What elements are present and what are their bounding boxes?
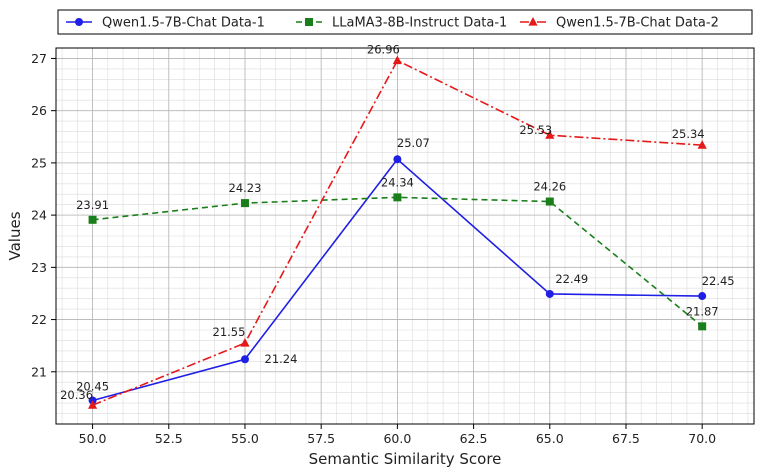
data-point: [240, 355, 249, 364]
data-label: 25.53: [519, 123, 552, 137]
x-tick-label: 60.0: [383, 431, 411, 446]
legend-entry: LLaMA3-8B-Instruct Data-1: [296, 16, 507, 31]
series-layer: [87, 55, 707, 409]
grid: [56, 47, 754, 425]
y-tick-label: 25: [31, 155, 47, 170]
series-2: [88, 193, 707, 331]
data-point: [545, 130, 555, 139]
y-tick-label: 27: [31, 51, 47, 66]
axes: 50.0 52.5 55.0 57.5 60.0 62.5 65.0 67.5 70.0 21 22…: [31, 51, 716, 446]
x-tick-label: 70.0: [688, 431, 716, 446]
data-point: [392, 55, 402, 65]
legend-marker: [305, 18, 313, 26]
data-label: 24.26: [533, 180, 566, 194]
series-1: [88, 155, 707, 405]
data-label: 24.34: [381, 175, 414, 189]
data-label: 20.36: [60, 388, 93, 402]
data-point: [393, 155, 402, 164]
legend-marker: [75, 18, 83, 26]
legend-label: Qwen1.5-7B-Chat Data-1: [102, 16, 265, 31]
data-label: 21.24: [265, 352, 298, 366]
data-label: 21.55: [213, 325, 246, 339]
data-point: [87, 400, 98, 409]
data-labels: 20.45 21.24 25.07 22.49 22.45 23.91 24.23 24.34…: [60, 43, 735, 403]
y-axis-label: Values: [6, 211, 24, 260]
legend: Qwen1.5-7B-Chat Data-1 LLaMA3-8B-Instruct…: [57, 9, 753, 35]
legend-entry: Qwen1.5-7B-Chat Data-2: [520, 16, 719, 31]
y-tick-label: 22: [31, 312, 47, 327]
x-tick-label: 65.0: [536, 431, 564, 446]
data-point: [240, 199, 249, 208]
series-line: [92, 59, 703, 406]
data-label: 22.45: [702, 274, 735, 288]
data-point: [697, 140, 707, 149]
x-axis-label: Semantic Similarity Score: [309, 450, 502, 468]
y-tick-label: 23: [31, 260, 47, 275]
data-point: [545, 197, 554, 206]
data-label: 26.96: [367, 43, 400, 57]
data-label: 25.07: [397, 136, 430, 150]
y-tick-label: 21: [31, 364, 47, 379]
data-label: 21.87: [686, 304, 719, 318]
data-point: [88, 215, 97, 224]
legend-label: LLaMA3-8B-Instruct Data-1: [332, 16, 507, 31]
legend-entry: Qwen1.5-7B-Chat Data-1: [66, 16, 265, 31]
data-point: [545, 289, 554, 298]
x-tick-label: 57.5: [307, 431, 335, 446]
data-label: 24.23: [229, 181, 262, 195]
x-tick-label: 62.5: [460, 431, 488, 446]
legend-label: Qwen1.5-7B-Chat Data-2: [556, 16, 719, 31]
data-point: [698, 322, 707, 331]
data-label: 23.91: [76, 198, 109, 212]
x-tick-label: 67.5: [612, 431, 640, 446]
data-point: [698, 292, 707, 301]
series-3: [87, 55, 707, 409]
data-label: 25.34: [672, 127, 705, 141]
plot-area: [55, 47, 755, 425]
legend-frame: [57, 9, 753, 35]
legend-marker: [528, 17, 538, 26]
x-tick-label: 50.0: [79, 431, 107, 446]
data-point: [393, 193, 402, 202]
x-tick-label: 52.5: [155, 431, 183, 446]
y-tick-label: 24: [31, 208, 47, 223]
data-label: 22.49: [555, 272, 588, 286]
data-label: 20.45: [76, 380, 109, 394]
data-point: [240, 338, 250, 347]
y-tick-label: 26: [31, 103, 47, 118]
x-tick-label: 55.0: [231, 431, 259, 446]
